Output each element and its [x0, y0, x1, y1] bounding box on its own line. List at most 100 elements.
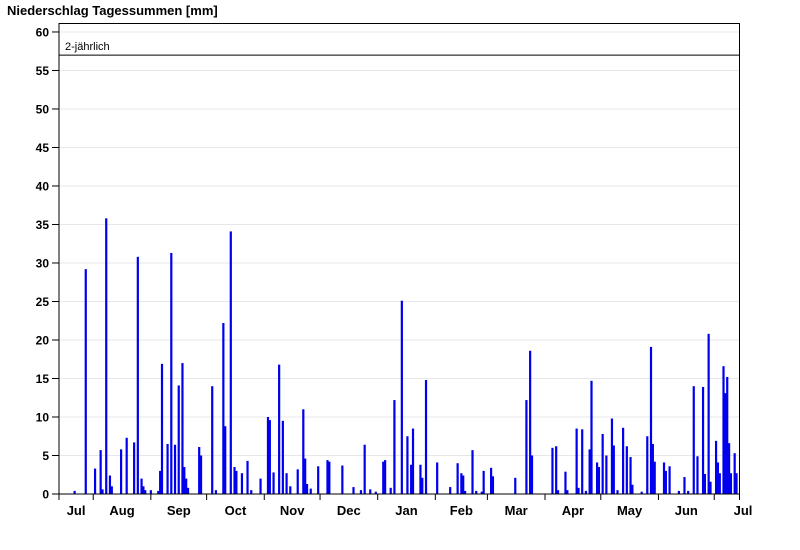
precip-bar	[105, 218, 108, 494]
precip-bar	[421, 477, 424, 494]
y-tick-label: 15	[36, 372, 50, 386]
precip-bar	[384, 460, 387, 494]
precip-bar	[625, 446, 628, 494]
precip-bar	[99, 450, 102, 494]
precip-bar	[304, 458, 307, 494]
precip-bar	[170, 252, 173, 494]
precip-bar	[363, 444, 366, 494]
precip-bar	[436, 462, 439, 494]
plot-frame	[58, 23, 740, 495]
threshold-label: 2-jährlich	[65, 41, 110, 53]
precip-bar	[597, 467, 601, 494]
precip-bar	[159, 470, 162, 494]
precip-bar	[177, 385, 180, 494]
month-label: Jul	[734, 503, 753, 518]
precip-bar	[601, 433, 604, 494]
precip-bar	[677, 490, 680, 494]
precip-bar	[456, 463, 459, 494]
y-tick-label: 45	[36, 141, 50, 155]
precip-bar	[701, 386, 705, 494]
precip-bar	[727, 443, 731, 494]
precip-bar	[595, 462, 599, 494]
y-tick-label: 35	[36, 218, 50, 232]
precip-bar	[475, 490, 478, 494]
precip-bar	[646, 436, 649, 494]
precip-bar	[166, 443, 169, 494]
precip-bar	[640, 491, 643, 494]
precip-bar	[424, 380, 428, 494]
precip-bar	[590, 380, 593, 494]
precip-bar	[419, 464, 422, 494]
precip-bar	[566, 490, 569, 494]
precip-bar	[229, 231, 232, 494]
y-tick-label: 55	[36, 64, 50, 78]
precip-bar	[411, 428, 415, 494]
precip-bar	[584, 490, 588, 494]
precip-bar	[233, 467, 236, 494]
precip-bar	[266, 417, 270, 494]
y-tick-label: 5	[42, 449, 49, 463]
precip-bar	[575, 428, 578, 494]
precip-bar	[160, 363, 164, 494]
precip-bar	[101, 489, 104, 494]
precip-bar	[309, 488, 312, 494]
month-label: May	[617, 503, 643, 518]
precip-bar	[462, 475, 465, 494]
precip-bar	[393, 400, 396, 494]
precip-bar	[687, 490, 690, 494]
precip-bar	[707, 333, 710, 494]
precip-bar	[480, 491, 483, 494]
y-tick-label: 60	[36, 25, 50, 39]
precip-bar	[108, 475, 112, 494]
precip-bar	[406, 436, 409, 494]
precip-bar	[714, 440, 718, 494]
precip-bar	[629, 457, 632, 494]
month-label: Jun	[675, 503, 698, 518]
precip-bar	[556, 490, 560, 494]
precip-bar	[612, 445, 615, 494]
precip-bar	[577, 487, 580, 494]
precip-bar	[471, 450, 474, 494]
precip-bar	[564, 471, 567, 494]
month-label: Feb	[450, 503, 473, 518]
precip-bar	[268, 420, 271, 494]
precip-bar	[93, 468, 97, 494]
y-tick-label: 25	[36, 295, 50, 309]
month-label: Jan	[395, 503, 417, 518]
precip-bar	[382, 461, 385, 494]
precip-bar	[683, 477, 686, 494]
precip-bar	[374, 491, 377, 494]
precip-bar	[729, 473, 733, 494]
precip-bar	[144, 490, 147, 494]
precip-bar	[142, 486, 145, 494]
precip-bar	[555, 446, 558, 494]
precip-bar	[149, 490, 152, 494]
month-label: Jul	[67, 503, 86, 518]
precip-bar	[281, 420, 284, 494]
precip-bar	[649, 346, 653, 494]
precip-bar	[305, 483, 309, 494]
precip-bar	[581, 429, 584, 494]
precip-bar	[140, 478, 143, 494]
precip-bar	[653, 461, 656, 494]
precip-bar	[529, 350, 532, 494]
precip-bar	[84, 269, 87, 494]
chart-title: Niederschlag Tagessummen [mm]	[7, 3, 218, 18]
y-tick-label: 20	[36, 333, 50, 347]
precip-bar	[525, 400, 528, 494]
precip-bar	[724, 393, 727, 494]
precip-bar	[410, 464, 413, 494]
precip-bar	[491, 476, 495, 494]
precip-bar	[246, 460, 249, 494]
precip-bar	[622, 427, 625, 494]
precip-bar	[718, 473, 721, 494]
precip-bar	[733, 453, 736, 494]
precip-bar	[222, 323, 225, 494]
precip-bar	[716, 462, 720, 494]
y-tick-label: 10	[36, 410, 50, 424]
precip-bar	[449, 487, 452, 494]
precip-bar	[185, 478, 188, 494]
month-label: Apr	[562, 503, 584, 518]
y-tick-label: 30	[36, 256, 50, 270]
